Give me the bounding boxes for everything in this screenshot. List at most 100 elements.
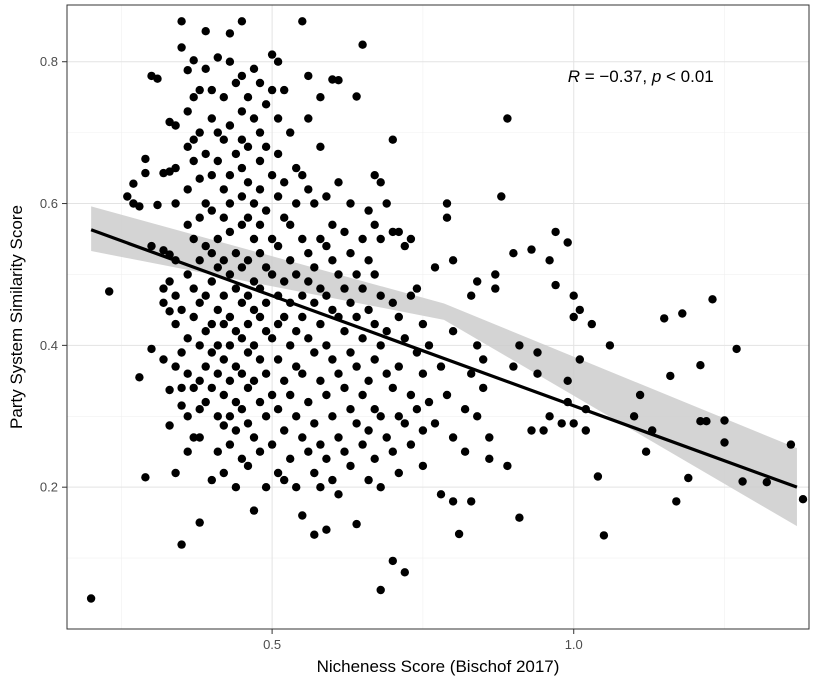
data-point xyxy=(243,348,253,357)
data-point xyxy=(261,263,271,272)
data-point xyxy=(231,397,241,407)
data-point xyxy=(135,202,144,211)
data-point xyxy=(231,78,241,88)
data-point xyxy=(509,362,518,371)
data-point xyxy=(593,472,603,481)
data-point xyxy=(213,341,222,350)
data-point xyxy=(310,530,319,539)
data-point xyxy=(304,114,313,123)
data-point xyxy=(141,168,150,178)
data-point xyxy=(364,206,373,215)
data-point xyxy=(382,199,391,208)
data-point xyxy=(189,312,198,322)
data-point xyxy=(539,426,548,435)
data-point xyxy=(334,76,343,85)
data-point xyxy=(762,478,771,487)
data-point xyxy=(286,256,295,265)
data-point xyxy=(557,419,566,428)
data-point xyxy=(316,93,325,102)
data-point xyxy=(400,568,409,577)
data-point xyxy=(255,397,265,407)
data-point xyxy=(334,270,343,279)
data-point xyxy=(261,298,271,307)
data-point xyxy=(310,419,319,428)
data-point xyxy=(364,376,373,385)
data-point xyxy=(189,383,198,393)
data-point xyxy=(304,447,313,456)
data-point xyxy=(286,390,295,400)
data-point xyxy=(195,128,204,137)
data-point xyxy=(286,341,295,350)
data-point xyxy=(225,29,235,38)
data-points xyxy=(86,17,808,603)
data-point xyxy=(171,362,180,371)
data-point xyxy=(165,277,174,286)
y-tick-label: 0.8 xyxy=(40,54,58,69)
data-point xyxy=(267,171,277,180)
data-point xyxy=(316,483,325,492)
data-point xyxy=(267,440,277,449)
data-point xyxy=(207,475,216,485)
data-point xyxy=(629,412,639,421)
data-point xyxy=(201,149,210,159)
data-point xyxy=(255,78,265,88)
data-point xyxy=(442,199,452,208)
data-point xyxy=(267,85,277,95)
data-point xyxy=(129,179,138,188)
data-point xyxy=(207,348,216,357)
data-point xyxy=(503,114,512,123)
data-point xyxy=(177,383,186,393)
data-point xyxy=(219,468,228,478)
data-point xyxy=(346,461,355,471)
data-point xyxy=(310,298,319,307)
data-point xyxy=(213,263,222,272)
data-point xyxy=(328,220,337,229)
data-point xyxy=(394,412,403,421)
data-point xyxy=(231,362,241,371)
data-point xyxy=(201,291,210,300)
data-point xyxy=(334,178,343,187)
data-point xyxy=(376,585,385,595)
data-point xyxy=(207,249,216,258)
data-point xyxy=(304,334,313,343)
data-point xyxy=(213,53,222,62)
data-point xyxy=(569,312,578,322)
data-point xyxy=(219,135,228,144)
data-point xyxy=(267,50,277,59)
data-point xyxy=(159,284,168,293)
data-point xyxy=(388,227,397,237)
data-point xyxy=(364,475,373,485)
data-point xyxy=(467,497,476,506)
data-point xyxy=(376,483,385,492)
data-point xyxy=(237,163,247,173)
data-point xyxy=(219,256,228,265)
data-point xyxy=(243,383,253,393)
data-point xyxy=(448,327,458,336)
data-point xyxy=(424,397,434,407)
data-point xyxy=(322,454,331,463)
data-point xyxy=(292,362,301,371)
data-point xyxy=(267,234,277,244)
data-point xyxy=(298,17,307,26)
data-point xyxy=(237,71,247,81)
data-point xyxy=(237,135,247,144)
data-point xyxy=(207,206,216,215)
data-point xyxy=(255,128,265,137)
data-point xyxy=(545,412,554,421)
data-point xyxy=(696,361,705,370)
data-point xyxy=(412,405,422,414)
trend-line-group xyxy=(90,228,798,489)
data-point xyxy=(213,412,222,421)
x-tick-label: 1.0 xyxy=(565,637,583,652)
data-point xyxy=(400,419,409,428)
data-point xyxy=(177,540,186,549)
data-point xyxy=(195,213,204,222)
data-point xyxy=(183,270,192,279)
data-point xyxy=(346,249,355,258)
data-point xyxy=(249,234,259,244)
data-point xyxy=(280,312,289,322)
data-point xyxy=(231,483,241,492)
data-point xyxy=(189,284,198,293)
data-point xyxy=(165,307,174,316)
data-point xyxy=(304,397,313,407)
